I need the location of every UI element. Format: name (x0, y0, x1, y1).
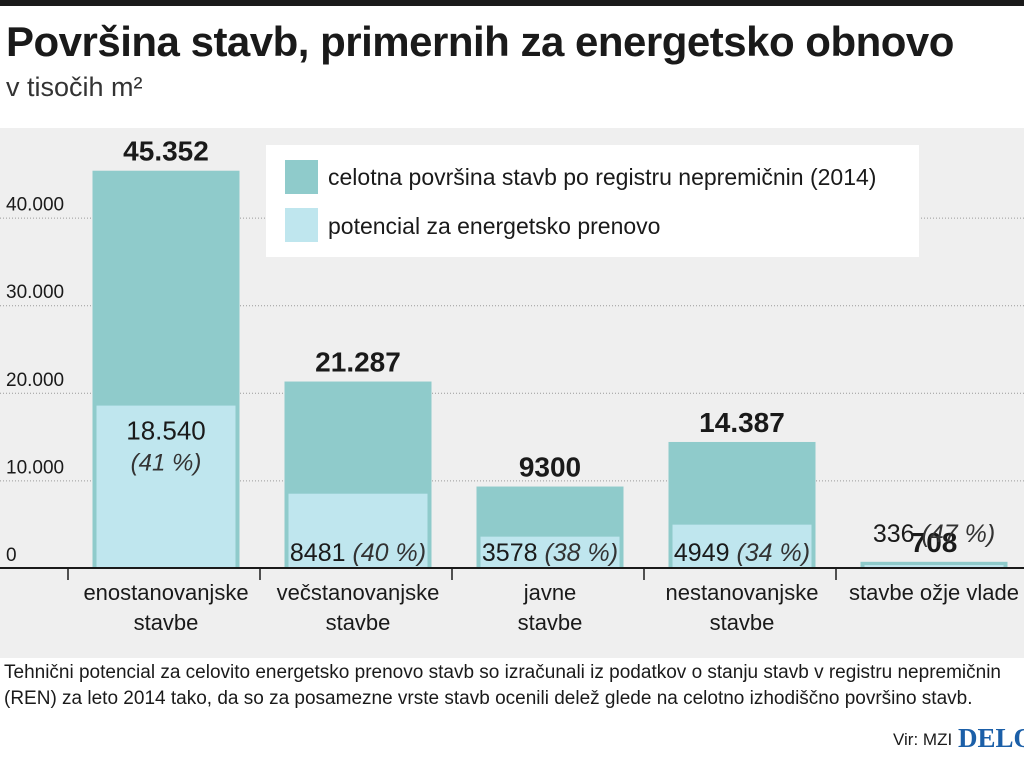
potential-value-label: 336 (47 %) (873, 520, 995, 548)
potential-share-label: (47 %) (922, 520, 996, 548)
x-category-label: stavbe ožje vlade (849, 580, 1019, 605)
x-category-label: nestanovanjske (666, 580, 819, 605)
potential-value-label: 4949 (34 %) (674, 539, 810, 567)
legend-label-total: celotna površina stavb po registru nepre… (328, 164, 876, 190)
y-tick-label: 0 (6, 545, 17, 566)
y-tick-label: 40.000 (6, 195, 64, 216)
y-tick-label: 10.000 (6, 457, 64, 478)
legend-swatch-total (285, 160, 318, 194)
y-tick-label: 30.000 (6, 282, 64, 303)
x-category-label: enostanovanjske (83, 580, 248, 605)
total-value-label: 21.287 (315, 347, 401, 378)
potential-share-label: (41 %) (131, 450, 202, 477)
total-value-label: 45.352 (123, 136, 209, 167)
chart-title: Površina stavb, primernih za energetsko … (6, 18, 954, 65)
total-value-label: 708 (911, 527, 958, 558)
potential-value-label: 8481 (40 %) (290, 539, 426, 567)
potential-value-label: 3578 (38 %) (482, 539, 618, 567)
potential-share-label: (34 %) (736, 539, 810, 567)
x-category-label: stavbe (134, 610, 199, 635)
legend-box (266, 145, 919, 257)
potential-share-label: (38 %) (544, 539, 618, 567)
y-tick-label: 20.000 (6, 370, 64, 391)
x-category-label: stavbe (710, 610, 775, 635)
bar-potential (864, 565, 1004, 568)
footnote: Tehnični potencial za celovito energetsk… (4, 662, 1001, 709)
top-rule (0, 0, 1024, 6)
x-category-label: stavbe (518, 610, 583, 635)
delo-logo: DELO (958, 723, 1024, 753)
total-value-label: 14.387 (699, 407, 785, 438)
bar-potential (480, 536, 620, 568)
bar-potential (672, 524, 812, 568)
legend-label-potential: potencial za energetsko prenovo (328, 213, 660, 239)
x-category-label: javne (523, 580, 577, 605)
potential-share-label: (40 %) (352, 539, 426, 567)
chart-subtitle: v tisočih m² (6, 72, 143, 102)
legend-swatch-potential (285, 208, 318, 242)
bar-potential (96, 405, 236, 568)
bar-total (860, 561, 1008, 568)
bar-chart: 0 10.000 20.000 30.000 40.000 45.352 18.540 (41… (0, 136, 1024, 635)
x-category-label: stavbe (326, 610, 391, 635)
source-label: Vir: MZI (893, 730, 953, 749)
bar-potential (288, 493, 428, 568)
x-category-label: večstanovanjske (277, 580, 440, 605)
potential-value-label: 18.540 (126, 416, 206, 446)
total-value-label: 9300 (519, 452, 581, 483)
